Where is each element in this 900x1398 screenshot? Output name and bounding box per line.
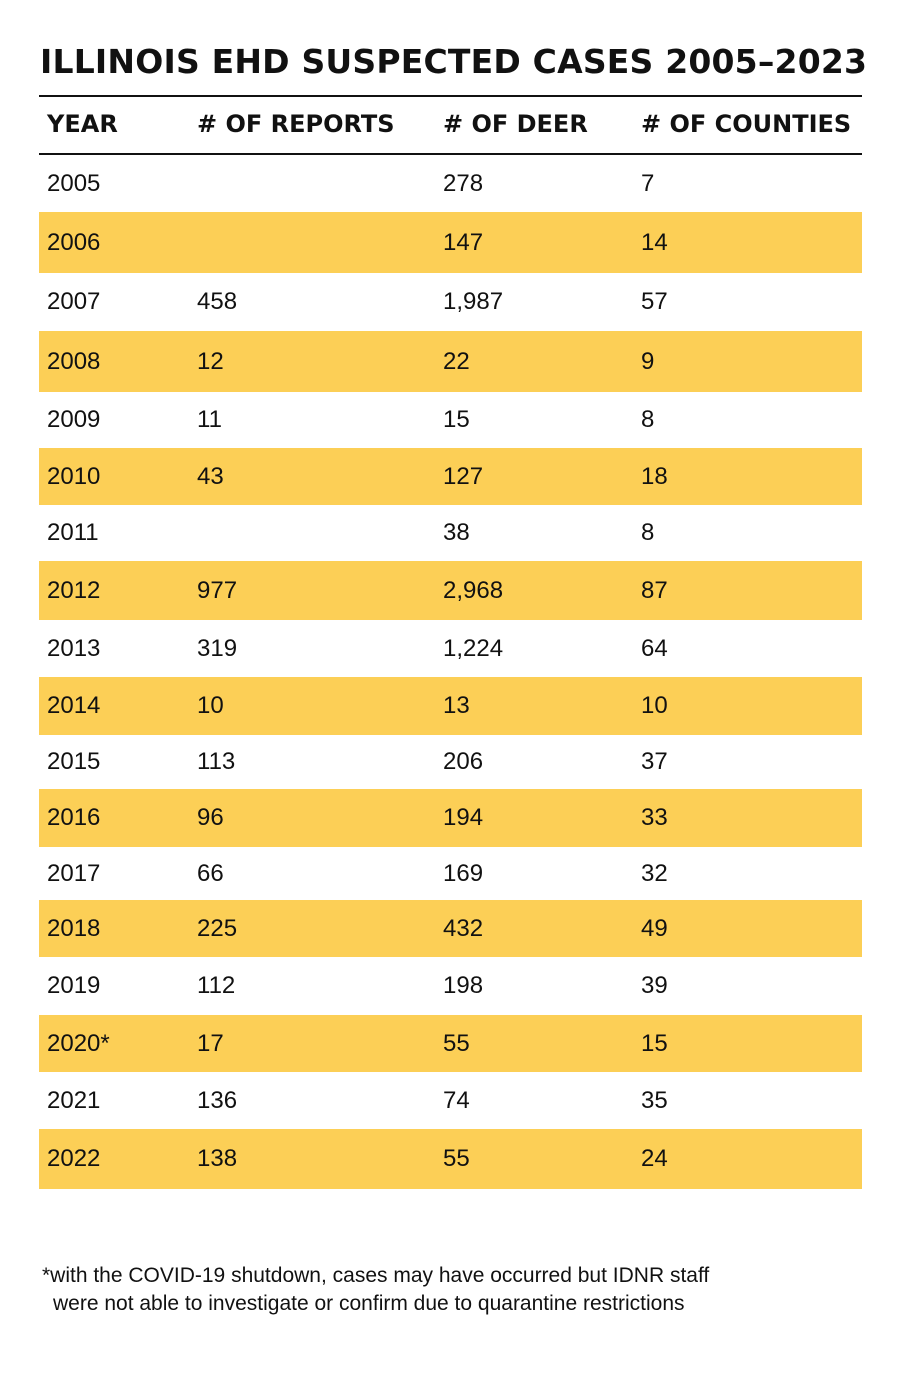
cell-reports: 11 <box>197 406 222 433</box>
cell-deer: 22 <box>443 347 470 375</box>
cell-deer: 1,987 <box>443 288 504 315</box>
table-header: YEAR # OF REPORTS # OF DEER # OF COUNTIE… <box>39 97 862 153</box>
cell-reports: 458 <box>197 288 238 315</box>
table-row: 2009 11 15 8 <box>39 392 862 448</box>
cell-year: 2011 <box>47 519 99 546</box>
cell-year: 2009 <box>47 406 101 433</box>
table-row: 2012 977 2,968 87 <box>39 561 862 620</box>
cell-reports: 17 <box>197 1029 224 1057</box>
cell-year: 2019 <box>47 972 101 999</box>
cell-counties: 35 <box>641 1086 668 1114</box>
cell-counties: 24 <box>641 1145 668 1172</box>
cell-counties: 39 <box>641 972 668 999</box>
table-row: 2016 96 194 33 <box>39 789 862 847</box>
cell-reports: 977 <box>197 576 238 604</box>
table-row: 2013 319 1,224 64 <box>39 620 862 677</box>
cell-year: 2022 <box>47 1145 101 1172</box>
cell-counties: 14 <box>641 228 668 256</box>
header-rule <box>39 153 862 155</box>
cell-counties: 15 <box>641 1029 668 1057</box>
cell-reports: 138 <box>197 1145 238 1172</box>
cell-deer: 74 <box>443 1086 470 1114</box>
cell-year: 2013 <box>47 634 101 662</box>
cell-deer: 55 <box>443 1145 470 1172</box>
table-row: 2018 225 432 49 <box>39 900 862 957</box>
cell-counties: 8 <box>641 519 655 546</box>
cell-year: 2010 <box>47 462 101 490</box>
cell-year: 2014 <box>47 692 101 719</box>
table-row: 2015 113 206 37 <box>39 735 862 789</box>
table-row: 2010 43 127 18 <box>39 448 862 505</box>
table-row: 2006 147 14 <box>39 212 862 273</box>
cell-reports: 113 <box>197 748 236 775</box>
cell-reports: 96 <box>197 804 224 831</box>
cell-deer: 432 <box>443 914 484 942</box>
cell-reports: 66 <box>197 859 224 887</box>
cell-reports: 43 <box>197 462 224 490</box>
cell-year: 2016 <box>47 804 101 831</box>
cell-deer: 13 <box>443 692 470 719</box>
cell-deer: 147 <box>443 228 484 256</box>
table-row: 2017 66 169 32 <box>39 847 862 900</box>
top-rule <box>39 95 862 97</box>
cell-deer: 1,224 <box>443 634 504 662</box>
table-row: 2014 10 13 10 <box>39 677 862 735</box>
cell-counties: 49 <box>641 914 668 942</box>
cell-deer: 278 <box>443 169 484 197</box>
table-row: 2011 38 8 <box>39 505 862 561</box>
cell-deer: 206 <box>443 748 484 775</box>
cell-deer: 2,968 <box>443 576 504 604</box>
cell-year: 2021 <box>47 1086 101 1114</box>
table-row: 2020* 17 55 15 <box>39 1015 862 1072</box>
header-counties: # OF COUNTIES <box>641 110 852 138</box>
cell-year: 2015 <box>47 748 101 775</box>
cell-reports: 319 <box>197 634 238 662</box>
cell-deer: 55 <box>443 1029 470 1057</box>
chart-title: ILLINOIS EHD SUSPECTED CASES 2005–2023 <box>40 42 868 81</box>
cell-deer: 127 <box>443 462 484 490</box>
header-deer: # OF DEER <box>443 110 588 138</box>
cell-year: 2005 <box>47 169 101 197</box>
cell-counties: 33 <box>641 804 668 831</box>
cell-year: 2020* <box>47 1029 110 1057</box>
header-reports: # OF REPORTS <box>197 110 395 138</box>
footnote-line-1: *with the COVID-19 shutdown, cases may h… <box>42 1264 710 1287</box>
cell-reports: 136 <box>197 1086 238 1114</box>
cell-year: 2007 <box>47 288 101 315</box>
cell-counties: 18 <box>641 462 668 490</box>
table-row: 2008 12 22 9 <box>39 331 862 392</box>
cell-counties: 8 <box>641 406 655 433</box>
cell-deer: 15 <box>443 406 470 433</box>
cell-counties: 87 <box>641 576 668 604</box>
cell-counties: 32 <box>641 859 668 887</box>
cell-deer: 169 <box>443 859 484 887</box>
cell-counties: 7 <box>641 169 655 197</box>
cell-counties: 64 <box>641 634 668 662</box>
cell-reports: 12 <box>197 347 224 375</box>
cell-deer: 38 <box>443 519 470 546</box>
cell-year: 2017 <box>47 859 101 887</box>
cell-year: 2006 <box>47 228 101 256</box>
cell-reports: 10 <box>197 692 224 719</box>
cell-counties: 37 <box>641 748 668 775</box>
table-row: 2019 112 198 39 <box>39 957 862 1015</box>
cell-counties: 10 <box>641 692 668 719</box>
cell-counties: 57 <box>641 288 668 315</box>
table-body: 2005 278 7 2006 147 14 2007 458 1,987 57 2008 12 22 9… <box>39 155 862 1189</box>
cell-year: 2012 <box>47 576 101 604</box>
cell-reports: 112 <box>197 972 236 999</box>
cell-counties: 9 <box>641 347 655 375</box>
table-row: 2021 136 74 35 <box>39 1072 862 1129</box>
footnote-line-2: were not able to investigate or confirm … <box>53 1292 685 1315</box>
cell-year: 2008 <box>47 347 101 375</box>
cell-reports: 225 <box>197 914 238 942</box>
table-row: 2007 458 1,987 57 <box>39 273 862 331</box>
footnote: *with the COVID-19 shutdown, cases may h… <box>42 1262 842 1318</box>
table-row: 2022 138 55 24 <box>39 1129 862 1189</box>
table-row: 2005 278 7 <box>39 155 862 212</box>
cell-deer: 198 <box>443 972 484 999</box>
cell-year: 2018 <box>47 914 101 942</box>
header-year: YEAR <box>47 110 118 138</box>
cell-deer: 194 <box>443 804 484 831</box>
